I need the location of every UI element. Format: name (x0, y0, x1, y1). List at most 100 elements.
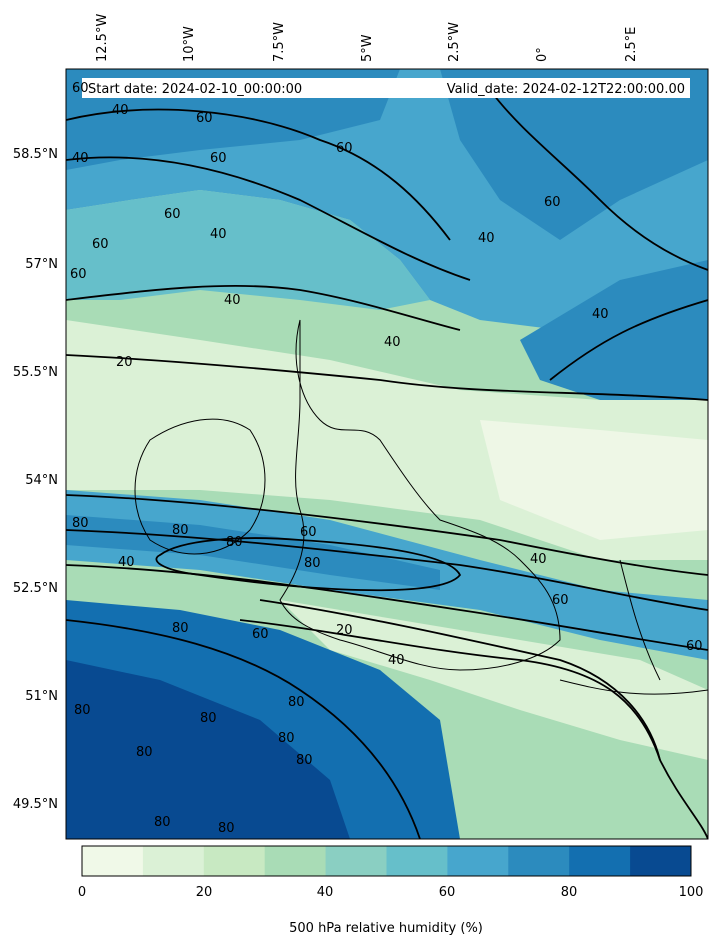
colorbar-title: 500 hPa relative humidity (%) (289, 921, 483, 936)
colorbar-frame (81, 845, 692, 877)
contour-line (66, 619, 421, 839)
contour-label: 60 (72, 81, 89, 96)
contour-label: 80 (72, 516, 89, 531)
latitude-label-58.5N: 58.5°N (13, 147, 58, 162)
longitude-label-2.5E: 2.5°E (624, 27, 639, 62)
contour-label: 80 (200, 711, 217, 726)
contour-label: 60 (336, 141, 353, 156)
humidity-band-driest (480, 420, 708, 540)
contour-label: 80 (74, 703, 91, 718)
contour-label: 80 (172, 621, 189, 636)
contour-label: 60 (544, 195, 561, 210)
latitude-label-52.5N: 52.5°N (13, 581, 58, 596)
humidity-band-east-core (520, 260, 708, 400)
contour-label: 20 (116, 355, 133, 370)
latitude-label-54N: 54°N (25, 473, 58, 488)
contour-line (66, 564, 708, 651)
header-box (82, 78, 690, 98)
longitude-label-7.5W: 7.5°W (272, 22, 287, 62)
contour-label: 40 (530, 552, 547, 567)
contour-line (66, 529, 708, 611)
colorbar-segment (508, 846, 570, 876)
latitude-label-57N: 57°N (25, 257, 58, 272)
colorbar-segment (386, 846, 448, 876)
contour-label: 40 (384, 335, 401, 350)
contour-line (549, 299, 708, 381)
contour-label: 40 (112, 103, 129, 118)
colorbar-tick-label: 80 (561, 885, 578, 900)
longitude-label-2.5W: 2.5°W (447, 22, 462, 62)
colorbar-tick-label: 100 (679, 885, 704, 900)
contour-line (66, 108, 451, 241)
longitude-label-10W: 10°W (182, 26, 197, 62)
colorbar (81, 845, 692, 877)
contour-label: 80 (218, 821, 235, 836)
longitude-label-0: 0° (535, 47, 550, 62)
humidity-band-southwest-core (66, 660, 350, 839)
contour-label: 80 (136, 745, 153, 760)
valid-date-label: Valid_date: 2024-02-12T22:00:00.00 (447, 82, 685, 97)
contour-line (66, 284, 461, 331)
colorbar-segment (82, 846, 144, 876)
colorbar-segment (203, 846, 266, 876)
map-frame (65, 68, 709, 840)
contour-line (66, 354, 708, 401)
colorbar-segment (569, 846, 631, 876)
contour-label: 40 (72, 151, 89, 166)
humidity-band-south-dry (280, 600, 708, 760)
colorbar-tick-label: 40 (317, 885, 334, 900)
contour-label: 20 (336, 623, 353, 638)
contour-label: 80 (296, 753, 313, 768)
contour-label: 60 (552, 593, 569, 608)
ireland-outline (134, 418, 266, 555)
humidity-fill-layer (66, 69, 708, 839)
colorbar-tick-label: 20 (196, 885, 213, 900)
colorbar-tick-label: 60 (439, 885, 456, 900)
contour-label: 40 (592, 307, 609, 322)
colorbar-segment (142, 846, 205, 876)
contour-label: 80 (288, 695, 305, 710)
contour-label: 80 (226, 535, 243, 550)
contour-line (66, 494, 708, 576)
start-date-label: Start date: 2024-02-10_00:00:00 (88, 82, 302, 97)
colorbar-segment (325, 846, 387, 876)
contour-label: 60 (70, 267, 87, 282)
contour-line (489, 89, 708, 271)
continental-coastline (559, 679, 708, 695)
colorbar-tick-label: 0 (78, 885, 86, 900)
humidity-band-southeast (460, 770, 708, 839)
contour-label: 60 (210, 151, 227, 166)
contour-label: 60 (252, 627, 269, 642)
contour-label: 80 (304, 556, 321, 571)
contour-lines (66, 89, 708, 839)
contour-label: 40 (388, 653, 405, 668)
contour-line (155, 537, 462, 592)
contour-label: 80 (278, 731, 295, 746)
latitude-label-51N: 51°N (25, 689, 58, 704)
contour-line (239, 619, 708, 839)
contour-label: 40 (224, 293, 241, 308)
longitude-label-12.5W: 12.5°W (95, 14, 110, 62)
latitude-label-49.5N: 49.5°N (13, 797, 58, 812)
contour-label: 80 (154, 815, 171, 830)
contour-label: 80 (172, 523, 189, 538)
contour-label: 60 (196, 111, 213, 126)
contour-label: 40 (118, 555, 135, 570)
humidity-band-mid-core (66, 515, 440, 590)
longitude-label-5W: 5°W (360, 34, 375, 62)
contour-line (66, 156, 471, 281)
colorbar-segment (630, 846, 692, 876)
colorbar-segment (447, 846, 509, 876)
continental-coastline-north (619, 559, 661, 681)
coastlines (134, 319, 708, 695)
contour-label: 40 (210, 227, 227, 242)
great-britain-outline (279, 319, 561, 671)
latitude-label-55.5N: 55.5°N (13, 365, 58, 380)
contour-labels: 60 40 60 60 40 60 60 60 40 60 40 20 40 8… (70, 81, 703, 836)
contour-label: 60 (92, 237, 109, 252)
colorbar-segment (264, 846, 327, 876)
contour-label: 60 (164, 207, 181, 222)
contour-label: 40 (478, 231, 495, 246)
contour-label: 60 (686, 639, 703, 654)
